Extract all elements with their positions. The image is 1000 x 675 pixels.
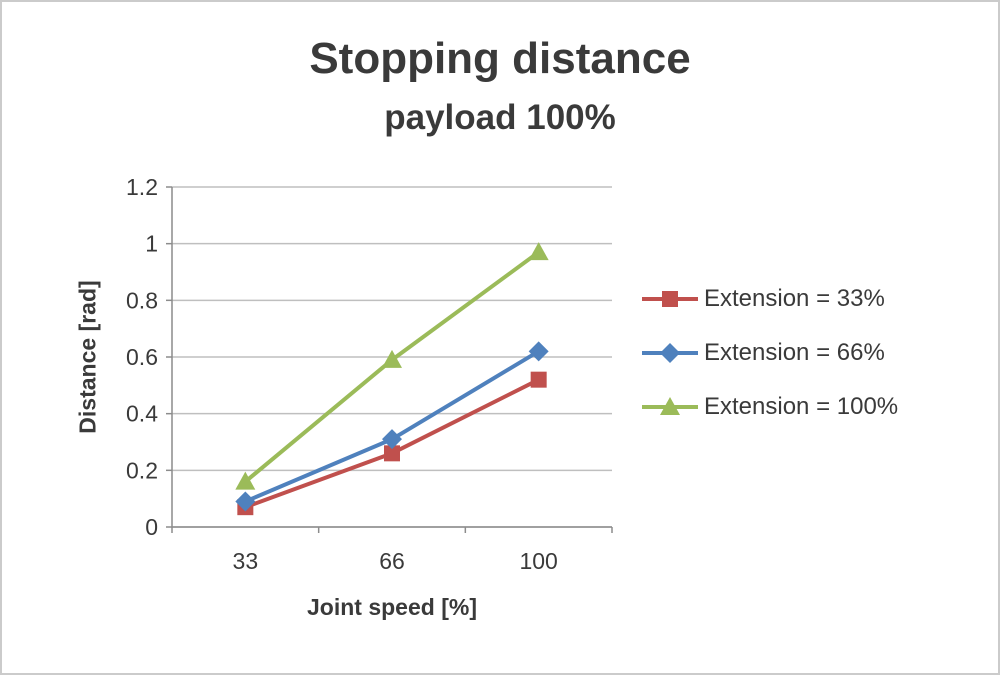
legend-marker-diamond-icon <box>642 343 698 363</box>
legend-item: Extension = 33% <box>642 279 898 319</box>
legend-label: Extension = 100% <box>704 393 899 420</box>
svg-text:33: 33 <box>233 548 259 574</box>
legend-item: Extension = 66% <box>642 333 898 373</box>
svg-text:0.2: 0.2 <box>126 457 158 483</box>
svg-text:1: 1 <box>145 231 158 257</box>
legend: Extension = 33% Extension = 66% Extensio… <box>642 279 898 427</box>
svg-text:100: 100 <box>519 548 557 574</box>
svg-text:0.4: 0.4 <box>126 401 158 427</box>
chart-subtitle: payload 100% <box>384 98 616 137</box>
legend-label: Extension = 33% <box>704 285 885 312</box>
y-axis-title: Distance [rad] <box>74 280 101 434</box>
legend-item: Extension = 100% <box>642 387 898 427</box>
svg-text:0.8: 0.8 <box>126 287 158 313</box>
svg-text:66: 66 <box>379 548 405 574</box>
svg-text:0: 0 <box>145 514 158 540</box>
legend-marker-triangle-icon <box>642 397 698 415</box>
svg-text:1.2: 1.2 <box>126 174 158 200</box>
legend-marker-square-icon <box>642 291 698 307</box>
chart-title: Stopping distance <box>309 34 691 83</box>
x-axis-title: Joint speed [%] <box>307 594 477 620</box>
svg-text:0.6: 0.6 <box>126 344 158 370</box>
legend-label: Extension = 66% <box>704 339 885 366</box>
